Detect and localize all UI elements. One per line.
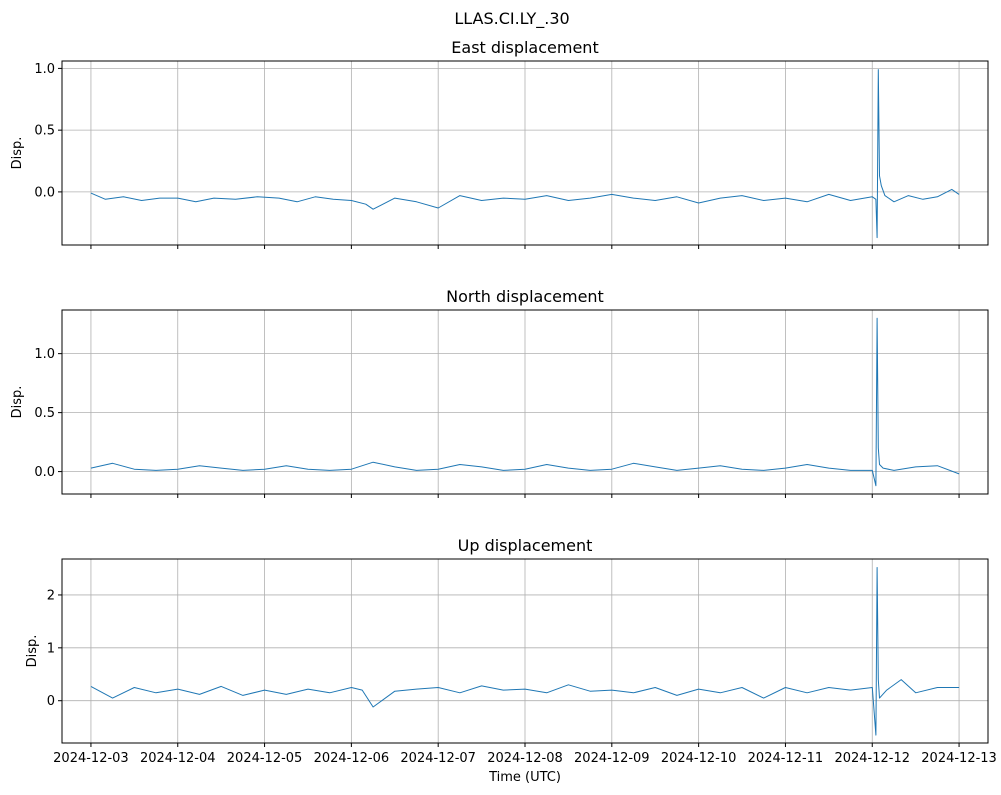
figure-title: LLAS.CI.LY_.30 xyxy=(454,9,569,29)
x-tick-label: 2024-12-12 xyxy=(834,751,910,766)
series-line xyxy=(90,317,960,487)
x-tick-label: 2024-12-06 xyxy=(314,751,390,766)
x-tick-label: 2024-12-07 xyxy=(400,751,476,766)
series-line xyxy=(90,69,960,239)
x-tick-label: 2024-12-10 xyxy=(661,751,737,766)
panel-title: East displacement xyxy=(451,38,598,57)
panel-2: 0.0 0.5 1.0 North displacement Disp. xyxy=(10,287,989,498)
x-tick-label: 2024-12-09 xyxy=(574,751,650,766)
y-axis-label: Disp. xyxy=(10,386,25,419)
y-tick-label: 0 xyxy=(47,694,55,709)
y-tick-label: 1 xyxy=(47,641,55,656)
y-tick-label: 1.0 xyxy=(34,347,55,362)
panel-title: North displacement xyxy=(446,287,604,306)
x-tick-label: 2024-12-08 xyxy=(487,751,563,766)
y-axis-label: Disp. xyxy=(10,137,25,170)
x-tick-label: 2024-12-04 xyxy=(140,751,216,766)
y-tick-label: 0.0 xyxy=(34,465,55,480)
y-tick-label: 0.0 xyxy=(34,185,55,200)
panel-1: 0.0 0.5 1.0 East displacement Disp. xyxy=(10,38,989,249)
series-line xyxy=(90,567,960,736)
y-tick-label: 1.0 xyxy=(34,62,55,77)
x-tick-label: 2024-12-11 xyxy=(748,751,824,766)
x-tick-label: 2024-12-13 xyxy=(921,751,997,766)
x-axis-label: Time (UTC) xyxy=(488,770,561,785)
y-tick-label: 0.5 xyxy=(34,124,55,139)
y-tick-label: 2 xyxy=(47,588,55,603)
x-tick-label: 2024-12-03 xyxy=(53,751,129,766)
y-tick-label: 0.5 xyxy=(34,406,55,421)
y-axis-label: Disp. xyxy=(25,635,40,668)
x-tick-label: 2024-12-05 xyxy=(227,751,303,766)
panel-3: 0 1 2 2024-12-03 2024-12-04 2024-12-05 2024-12… xyxy=(25,536,997,785)
panels: 0.0 0.5 1.0 East displacement Disp. 0.0 0.5 1.0… xyxy=(10,38,997,785)
panel-title: Up displacement xyxy=(458,536,593,555)
